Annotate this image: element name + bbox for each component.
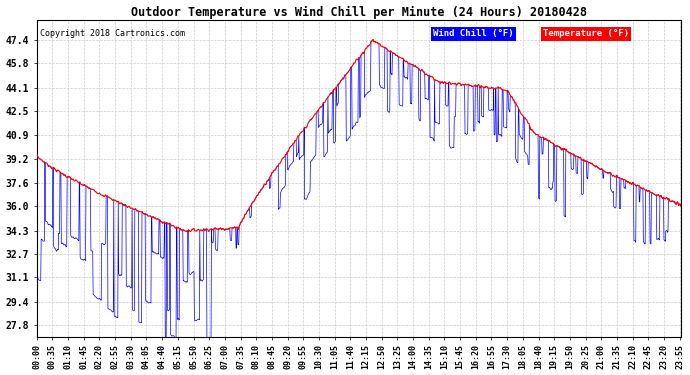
Title: Outdoor Temperature vs Wind Chill per Minute (24 Hours) 20180428: Outdoor Temperature vs Wind Chill per Mi… [131,6,587,19]
Text: Temperature (°F): Temperature (°F) [543,29,629,38]
Text: Copyright 2018 Cartronics.com: Copyright 2018 Cartronics.com [40,29,185,38]
Text: Wind Chill (°F): Wind Chill (°F) [433,29,514,38]
